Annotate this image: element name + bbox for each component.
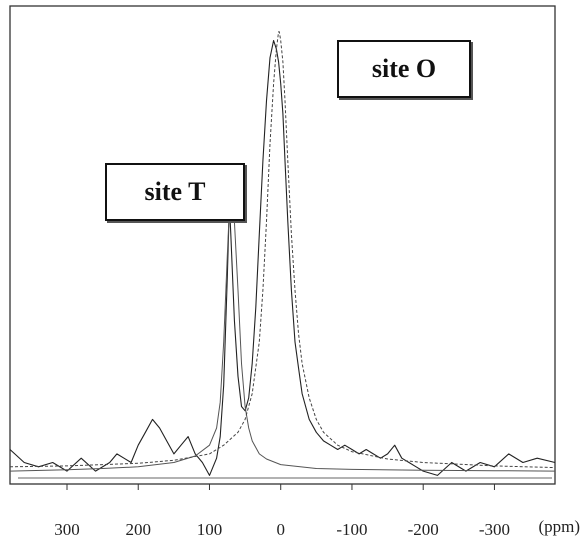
x-tick-label: 300 — [54, 520, 80, 539]
x-tick-label: -100 — [336, 520, 367, 539]
series-line-experimental — [9, 39, 556, 476]
series-line-fit-site-O — [9, 31, 556, 469]
site-t-label: site T — [105, 163, 245, 221]
plot-frame — [9, 5, 556, 485]
x-tick-label: -200 — [408, 520, 439, 539]
series-line-fit-site-T — [9, 199, 556, 472]
x-tick-label: -300 — [479, 520, 510, 539]
x-tick-label: 200 — [125, 520, 151, 539]
x-unit-label: (ppm) — [538, 517, 580, 536]
x-tick-label: 0 — [276, 520, 285, 539]
x-tick-label: 100 — [197, 520, 223, 539]
site-t-label-text: site T — [144, 177, 206, 206]
site-o-label: site O — [337, 40, 471, 98]
site-o-label-text: site O — [371, 54, 437, 83]
